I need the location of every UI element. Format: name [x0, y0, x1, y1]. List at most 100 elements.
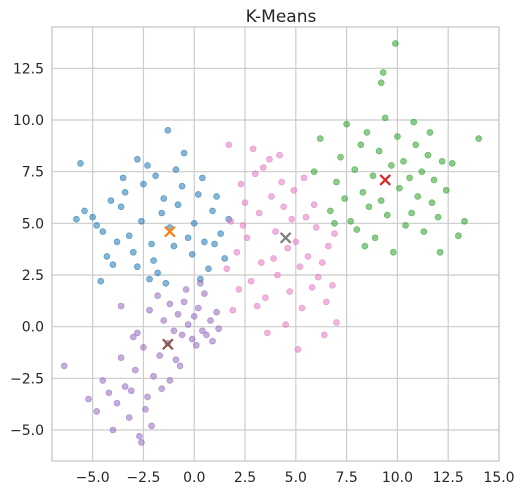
cluster-1-point: [99, 377, 107, 384]
cluster-3-point: [400, 158, 407, 165]
cluster-0-point: [73, 215, 80, 223]
cluster-1-point: [182, 286, 190, 293]
cluster-1-point: [166, 300, 174, 308]
centroid-stroke: [164, 225, 176, 238]
cluster-1-point: [192, 341, 200, 349]
cluster-3-point: [383, 211, 391, 219]
centroid-markers: [162, 174, 391, 351]
y-tick-label: 2.5: [22, 268, 44, 284]
cluster-3-point: [426, 129, 434, 136]
cluster-3-point: [402, 222, 409, 229]
cluster-2-point: [296, 263, 304, 271]
cluster-3-point: [341, 195, 348, 202]
x-tick-label: −2.5: [126, 470, 160, 486]
cluster-3-point: [412, 141, 419, 149]
cluster-1-point: [85, 395, 92, 403]
cluster-3-point: [379, 69, 387, 76]
cluster-1-point: [156, 352, 163, 359]
cluster-2-point: [322, 298, 330, 306]
cluster-3-point: [420, 228, 428, 235]
cluster-0-point: [172, 166, 180, 173]
centroid-marker: [379, 174, 391, 186]
cluster-0-point: [164, 127, 172, 134]
centroid-stroke: [279, 232, 292, 244]
cluster-2-point: [318, 259, 326, 266]
cluster-3-point: [377, 79, 385, 87]
cluster-0-point: [201, 238, 208, 246]
cluster-0-point: [81, 207, 88, 215]
x-tick-label: −5.0: [76, 470, 110, 486]
y-tick-label: 12.5: [13, 61, 44, 77]
cluster-0-point: [107, 197, 115, 204]
cluster-0-point: [97, 277, 105, 285]
cluster-1-point: [121, 383, 129, 390]
cluster-0-point: [205, 265, 212, 273]
cluster-0-point: [125, 232, 133, 240]
cluster-3-point: [438, 158, 446, 165]
cluster-3-point: [388, 162, 395, 169]
cluster-1-point: [201, 290, 208, 297]
cluster-1-point: [140, 344, 147, 351]
cluster-3-point: [448, 160, 456, 167]
cluster-2-point: [286, 288, 294, 295]
cluster-2-point: [312, 224, 320, 231]
cluster-2-point: [272, 228, 279, 235]
centroid-marker: [164, 225, 176, 238]
cluster-2-point: [298, 304, 306, 312]
cluster-0-point: [121, 189, 129, 196]
cluster-2-point: [282, 321, 289, 328]
y-axis-ticks: −5.0 −2.5 0.0 2.5 5.0 7.5 10.0 12.5: [10, 61, 44, 439]
cluster-3-point: [418, 168, 426, 175]
cluster-0-point: [178, 182, 186, 190]
cluster-1-point: [129, 333, 137, 341]
cluster-1-point: [158, 385, 166, 392]
cluster-1-point: [207, 317, 214, 324]
cluster-0-point: [170, 242, 178, 250]
cluster-1-point: [105, 389, 113, 397]
cluster-2-point: [239, 222, 247, 229]
cluster-2-point: [302, 213, 310, 221]
cluster-0-point: [144, 162, 151, 169]
cluster-1-point: [142, 406, 149, 413]
cluster-1-point: [93, 408, 100, 415]
x-tick-label: 15.0: [483, 470, 514, 486]
cluster-1-point: [209, 337, 216, 345]
cluster-2-point: [300, 174, 308, 182]
cluster-1-point: [194, 304, 202, 312]
cluster-3-point: [410, 118, 417, 126]
cluster-1-point: [146, 306, 153, 314]
cluster-0-point: [89, 213, 96, 221]
cluster-0-point: [209, 207, 216, 215]
cluster-0-point: [99, 228, 107, 235]
x-tick-label: 7.5: [335, 470, 357, 486]
cluster-2-point: [223, 265, 231, 273]
cluster-2-point: [314, 273, 322, 281]
centroid-stroke: [379, 174, 391, 186]
cluster-3-point: [394, 133, 401, 140]
cluster-2-point: [310, 201, 318, 209]
cluster-1-point: [154, 292, 161, 299]
cluster-2-point: [308, 284, 316, 291]
cluster-0-point: [188, 251, 196, 258]
cluster-2-point: [333, 319, 340, 326]
cluster-3-point: [316, 135, 324, 142]
cluster-0-point: [158, 209, 166, 217]
cluster-3-point: [353, 226, 361, 233]
cluster-3-point: [365, 203, 373, 211]
cluster-0-point: [119, 174, 127, 182]
cluster-3-point: [377, 197, 385, 204]
cluster-0-point: [117, 203, 125, 211]
cluster-3-point: [357, 141, 365, 149]
cluster-3-point: [375, 147, 383, 155]
cluster-0-point: [134, 155, 141, 163]
cluster-1-point: [148, 422, 155, 430]
y-tick-label: 0.0: [22, 320, 44, 336]
cluster-3-point: [371, 234, 379, 242]
cluster-1-point: [180, 298, 188, 306]
cluster-1-point: [117, 354, 125, 361]
x-axis-ticks: −5.0 −2.5 0.0 2.5 5.0 7.5 10.0 12.5 15.0: [76, 470, 515, 486]
cluster-2-point: [294, 346, 302, 353]
cluster-1-point: [178, 331, 186, 339]
cluster-3-point: [442, 186, 450, 194]
cluster-2-point: [241, 199, 249, 206]
